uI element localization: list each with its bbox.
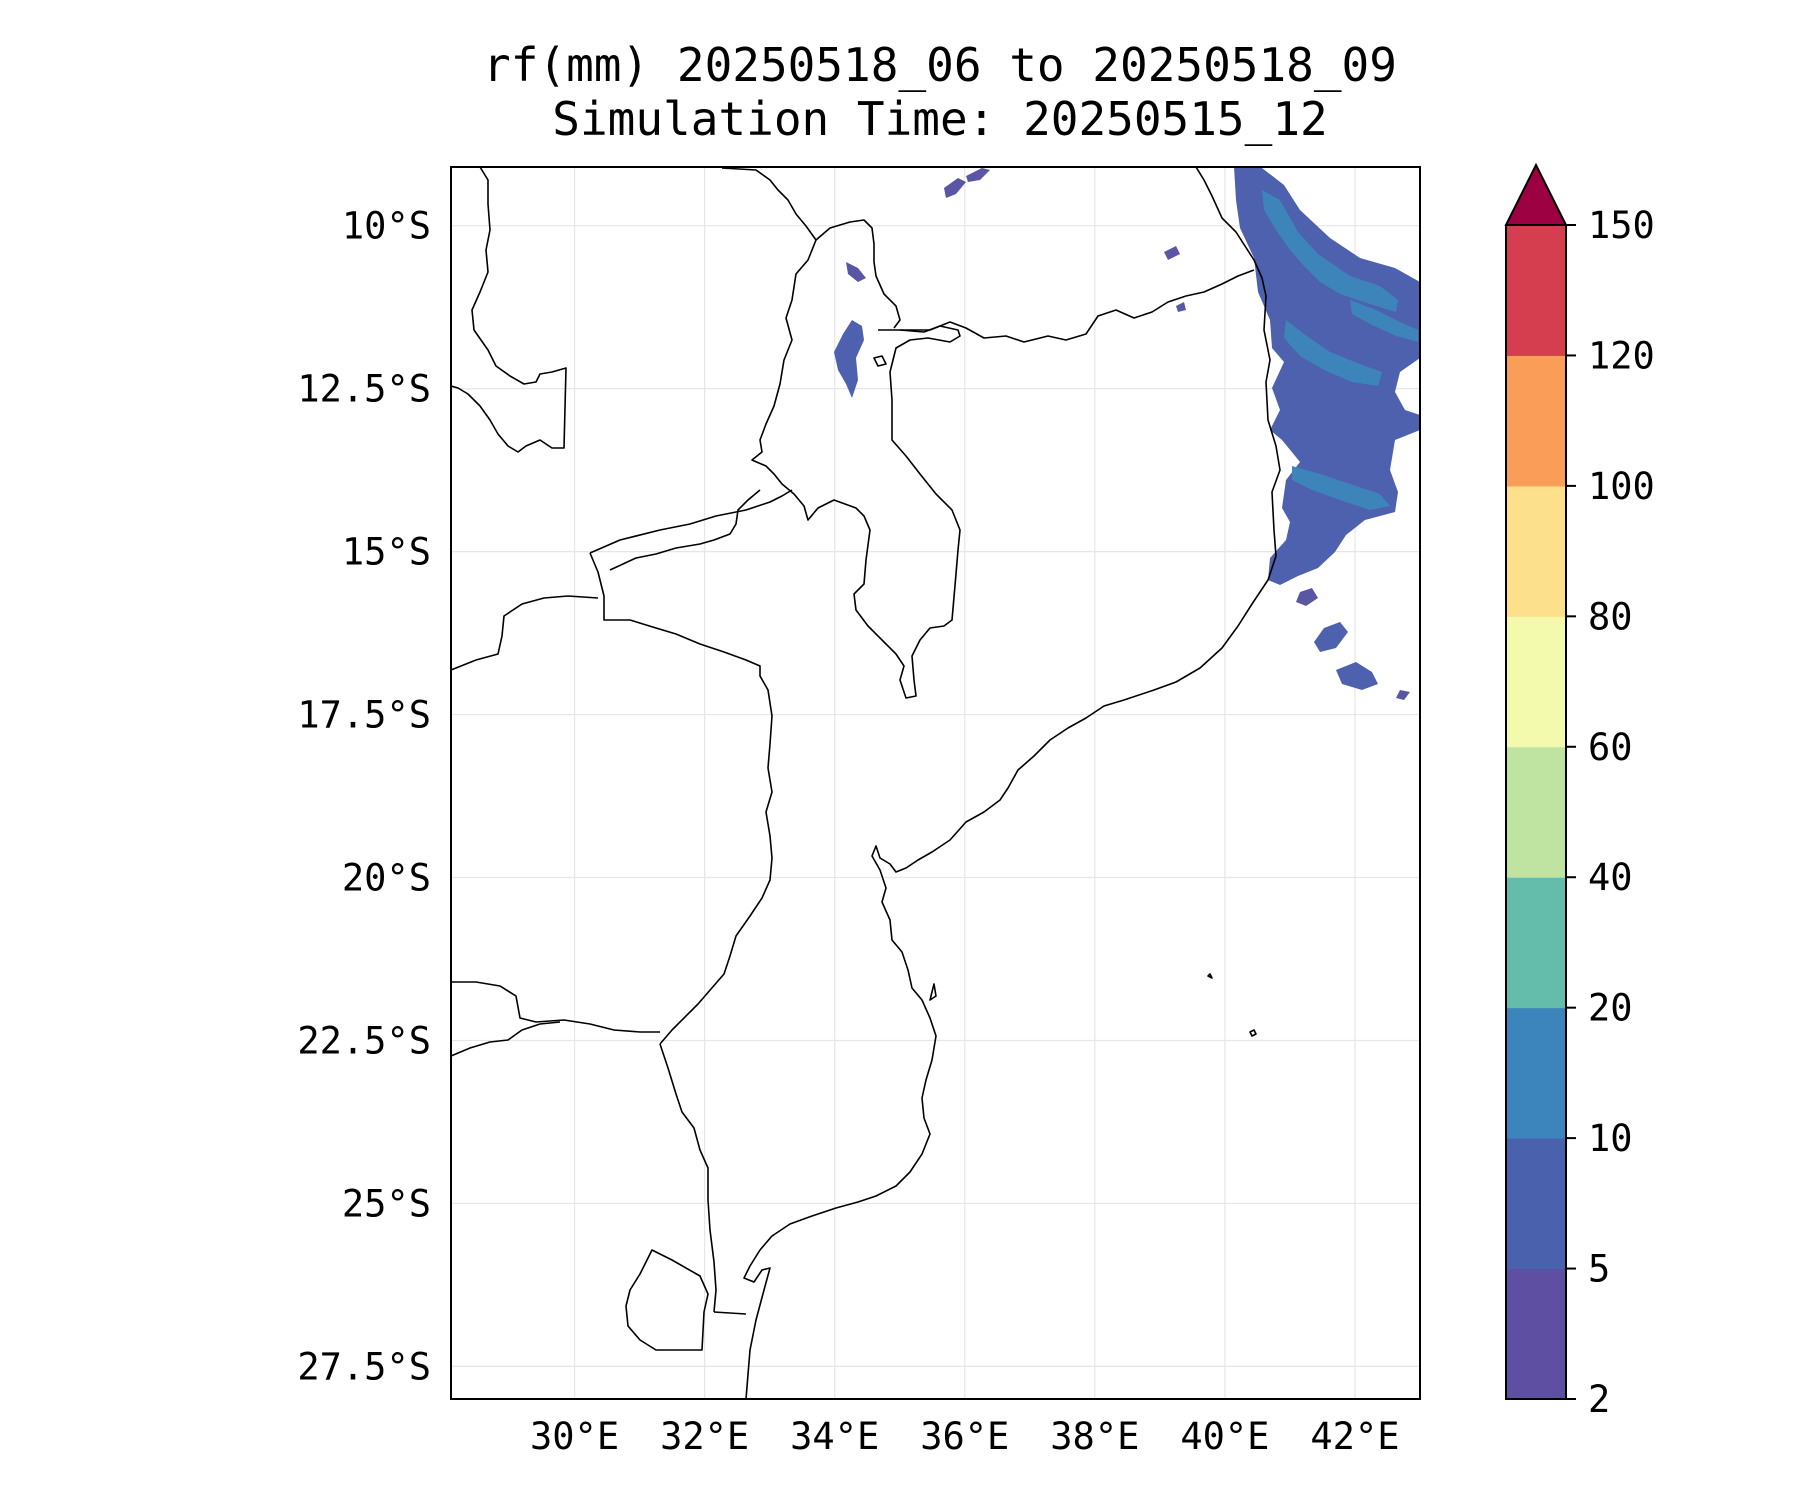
rain-cell-coast-north-2	[1176, 302, 1186, 312]
rain-cell-north-malawi	[846, 262, 866, 282]
lon-tick-label: 40°E	[1180, 1415, 1269, 1458]
colorbar-level-label: 120	[1588, 334, 1655, 377]
colorbar-level-label: 40	[1588, 856, 1633, 899]
colorbar-level-label: 60	[1588, 726, 1633, 769]
colorbar-frame	[1505, 224, 1567, 1400]
island-europa	[1249, 1029, 1257, 1037]
border-zambia-mozambique	[589, 489, 793, 554]
border-swazi-east	[713, 1311, 747, 1315]
island-bazaruto	[929, 983, 937, 1001]
colorbar-level-label: 100	[1588, 465, 1655, 508]
rain-cell-coast-north	[1164, 246, 1180, 260]
lat-tick-label: 15°S	[342, 531, 431, 574]
lon-tick-label: 42°E	[1310, 1415, 1399, 1458]
map-frame	[450, 166, 1421, 1400]
lon-tick-label: 34°E	[790, 1415, 879, 1458]
colorbar-segment	[1506, 877, 1566, 1009]
border-zambia-malawi	[609, 489, 761, 571]
map-panel	[450, 166, 1421, 1400]
border-southafrica-mozambique	[659, 1043, 717, 1313]
lat-tick-label: 27.5°S	[297, 1345, 431, 1388]
colorbar-level-label: 2	[1588, 1378, 1610, 1421]
map-background	[451, 167, 1420, 1399]
border-southafrica-botswana	[451, 1021, 561, 1057]
rain-cell-offshore-1	[1314, 622, 1348, 652]
rain-cell-top-1	[944, 178, 966, 198]
lat-tick-label: 17.5°S	[297, 694, 431, 737]
longitude-tick-labels: 30°E 32°E 34°E 36°E 38°E 40°E 42°E	[530, 1415, 1400, 1458]
colorbar-segment	[1506, 355, 1566, 487]
rain-area-core-1	[1262, 190, 1398, 312]
lat-tick-label: 25°S	[342, 1182, 431, 1225]
colorbar-extend-arrow	[1504, 162, 1568, 226]
title-line-1: rf(mm) 20250518_06 to 20250518_09	[483, 38, 1397, 92]
border-zimbabwe-botswana	[451, 981, 660, 1033]
lat-tick-label: 20°S	[342, 857, 431, 900]
map-title: rf(mm) 20250518_06 to 20250518_09 Simula…	[0, 38, 1800, 146]
border-zimbabwe-mozambique	[589, 552, 773, 1045]
colorbar-segment	[1506, 485, 1566, 617]
coastline-mozambique	[743, 167, 1281, 1399]
border-zambia-dr-congo	[451, 167, 567, 453]
colorbar-segment	[1506, 225, 1566, 356]
rain-cell-lake-malawi	[834, 320, 864, 398]
rain-area-core-3	[1292, 466, 1390, 510]
lon-tick-label: 32°E	[660, 1415, 749, 1458]
colorbar: 2 5 10 20 40 60 80 100 120 150	[1504, 162, 1655, 1421]
rain-cell-offshore-2	[1336, 662, 1378, 690]
colorbar-level-label: 20	[1588, 987, 1633, 1030]
colorbar-level-label: 10	[1588, 1117, 1633, 1160]
rain-area-coastal-band	[1234, 167, 1420, 585]
rain-area-core-4	[1350, 300, 1418, 342]
lat-tick-label: 22.5°S	[297, 1019, 431, 1062]
country-borders-and-coastline	[451, 167, 1281, 1399]
island-small	[1207, 973, 1213, 979]
lon-tick-label: 30°E	[530, 1415, 619, 1458]
colorbar-level-label: 5	[1588, 1248, 1610, 1291]
border-tanzania-mozambique	[900, 269, 1255, 343]
rainfall-field	[834, 167, 1420, 700]
lon-tick-label: 38°E	[1050, 1415, 1139, 1458]
lake-malawi	[721, 167, 961, 699]
lat-tick-label: 10°S	[342, 205, 431, 248]
border-zimbabwe-zambia	[451, 595, 599, 671]
title-line-2: Simulation Time: 20250515_12	[552, 92, 1328, 146]
rain-cell-offshore-4	[1396, 690, 1410, 700]
rain-area-core-2	[1284, 320, 1382, 386]
colorbar-level-label: 80	[1588, 595, 1633, 638]
rain-cell-offshore-3	[1296, 588, 1318, 606]
rain-cell-top-2	[966, 168, 990, 182]
colorbar-segment	[1506, 746, 1566, 878]
island-lake	[873, 355, 887, 367]
border-malawi-east	[815, 219, 901, 329]
lat-tick-label: 12.5°S	[297, 368, 431, 411]
latitude-tick-labels: 10°S 12.5°S 15°S 17.5°S 20°S 22.5°S 25°S 27.5°S	[297, 205, 431, 1389]
border-eswatini	[625, 1249, 709, 1351]
colorbar-segment	[1506, 1268, 1566, 1400]
lon-tick-label: 36°E	[920, 1415, 1009, 1458]
colorbar-segment	[1506, 1138, 1566, 1270]
colorbar-segment	[1506, 616, 1566, 748]
colorbar-segment	[1506, 1007, 1566, 1139]
colorbar-level-label: 150	[1588, 204, 1655, 247]
